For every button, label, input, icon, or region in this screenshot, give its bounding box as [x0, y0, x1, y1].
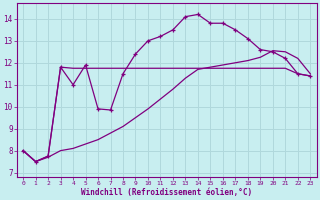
- X-axis label: Windchill (Refroidissement éolien,°C): Windchill (Refroidissement éolien,°C): [81, 188, 252, 197]
